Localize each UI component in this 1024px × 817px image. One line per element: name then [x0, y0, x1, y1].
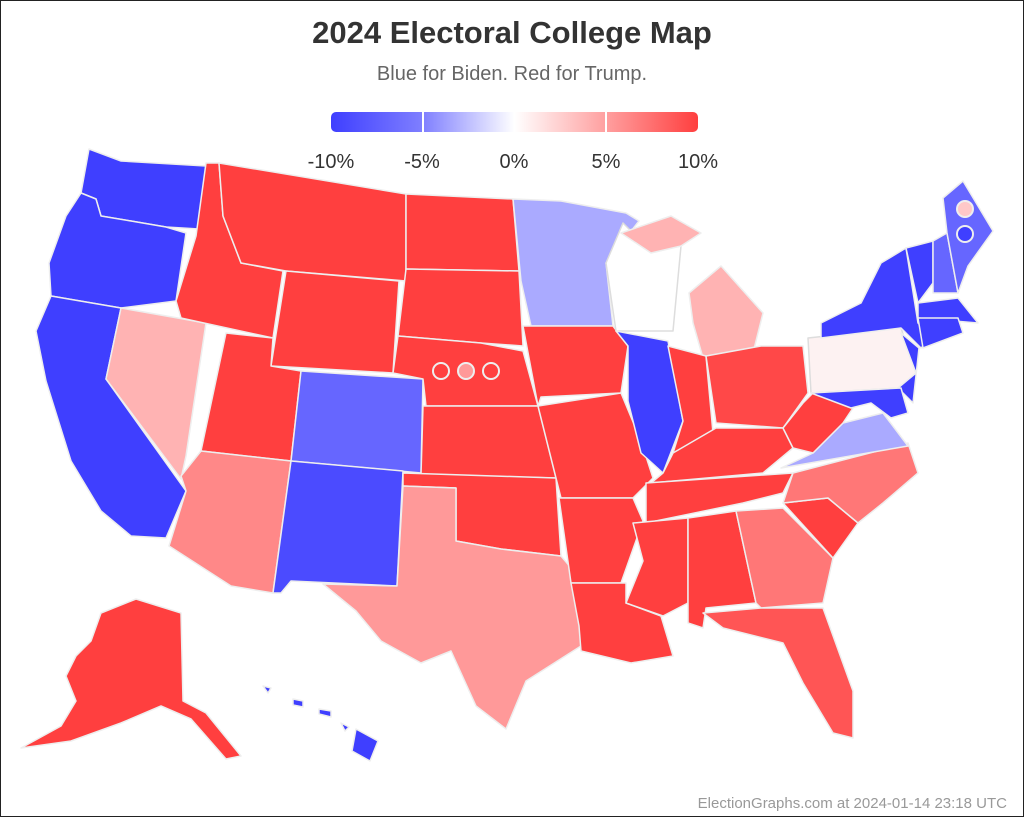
legend-tick-label: 0%	[499, 151, 529, 173]
state-virginia[interactable]	[780, 412, 909, 469]
state-hawaii[interactable]	[262, 685, 379, 762]
map-subtitle: Blue for Biden. Red for Trump.	[376, 63, 648, 85]
state-new-jersey[interactable]	[897, 332, 920, 404]
legend-divider	[422, 112, 424, 132]
state-north-carolina[interactable]	[782, 442, 919, 524]
state-colorado[interactable]	[290, 370, 424, 474]
attribution-footer: ElectionGraphs.com at 2024-01-14 23:18 U…	[697, 795, 1007, 812]
state-kansas[interactable]	[420, 405, 557, 479]
map-title: 2024 Electoral College Map	[312, 15, 712, 50]
state-maryland-delaware[interactable]	[810, 387, 909, 419]
state-michigan-lower[interactable]	[688, 265, 764, 359]
state-arizona[interactable]	[168, 450, 292, 594]
state-missouri[interactable]	[537, 392, 654, 499]
nebraska-district-1-marker[interactable]	[432, 362, 450, 380]
state-massachusetts[interactable]	[917, 297, 979, 324]
state-florida[interactable]	[702, 607, 854, 739]
state-wyoming[interactable]	[270, 270, 400, 374]
state-alaska[interactable]	[20, 598, 242, 760]
legend-tick-label: -5%	[404, 151, 440, 173]
state-new-mexico[interactable]	[272, 460, 404, 594]
maine-district-2-marker[interactable]	[956, 200, 974, 218]
nebraska-district-3-marker[interactable]	[482, 362, 500, 380]
maine-district-1-marker[interactable]	[956, 225, 974, 243]
legend-divider	[605, 112, 607, 132]
legend-tick-label: -10%	[307, 151, 355, 173]
state-georgia[interactable]	[735, 507, 834, 609]
state-connecticut-rhode-island[interactable]	[917, 317, 964, 349]
state-tennessee[interactable]	[645, 472, 794, 524]
state-north-dakota[interactable]	[405, 193, 520, 272]
state-ohio[interactable]	[705, 345, 809, 429]
state-south-dakota[interactable]	[397, 268, 524, 347]
state-arkansas[interactable]	[558, 497, 644, 584]
state-montana[interactable]	[218, 162, 407, 282]
state-oregon[interactable]	[48, 192, 187, 309]
nebraska-district-2-marker[interactable]	[457, 362, 475, 380]
state-michigan-upper[interactable]	[620, 215, 702, 254]
state-mississippi[interactable]	[625, 517, 689, 617]
state-louisiana[interactable]	[570, 582, 674, 664]
legend-color-bar	[331, 112, 698, 132]
legend-tick-label: 5%	[591, 151, 621, 173]
legend-tick-label: 10%	[677, 151, 719, 173]
